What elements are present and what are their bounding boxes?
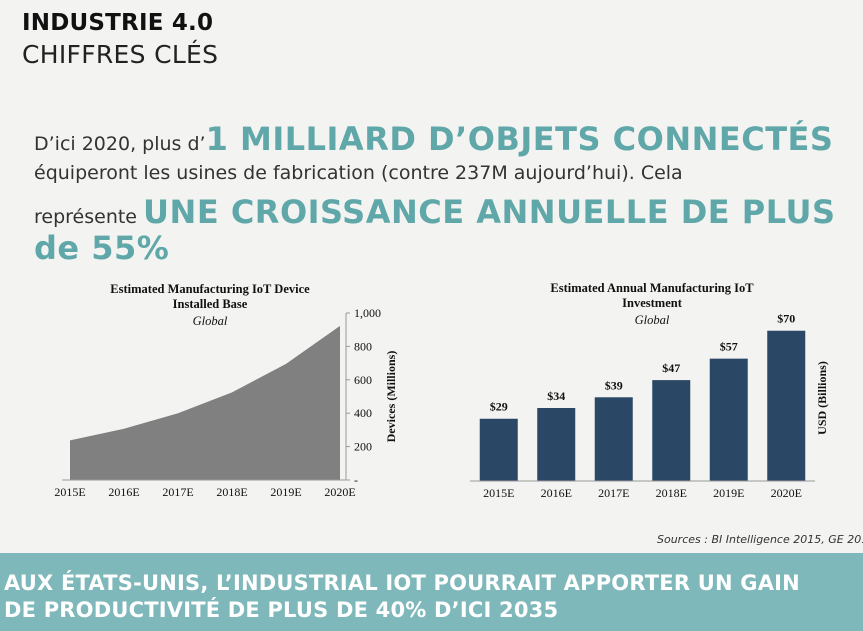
bar-data-label: $47 — [662, 361, 680, 375]
intro-text-3: représente — [34, 206, 144, 228]
bar-chart-title-line-1: Estimated Annual Manufacturing IoT — [550, 281, 754, 295]
area-y-tick-label: 400 — [354, 406, 372, 420]
intro-text-1: D’ici 2020, plus d’ — [34, 133, 206, 155]
area-x-tick-label: 2019E — [270, 485, 301, 499]
bar-chart-subtitle: Global — [634, 313, 670, 327]
bar — [652, 380, 691, 481]
bar-data-label: $39 — [605, 378, 623, 392]
area-x-tick-label: 2017E — [162, 485, 193, 499]
area-x-tick-label: 2020E — [324, 485, 355, 499]
area-y-tick-label: 800 — [354, 339, 372, 353]
bar — [767, 330, 806, 481]
area-y-tick-label: 1,000 — [354, 306, 381, 320]
banner-text: AUX ÉTATS-UNIS, L’INDUSTRIAL IOT POURRAI… — [4, 570, 862, 624]
bar — [537, 408, 576, 481]
bar-y-axis-label: USD (Billions) — [815, 361, 829, 435]
source-note: Sources : BI Intelligence 2015, GE 2014 — [657, 533, 863, 546]
area-y-tick-label: 600 — [354, 373, 372, 387]
area-y-tick-label: 200 — [354, 440, 372, 454]
bar-data-label: $70 — [777, 312, 795, 326]
intro-line-2: équiperont les usines de fabrication (co… — [34, 162, 683, 184]
area-chart-subtitle: Global — [192, 314, 228, 328]
bar-chart-title: Estimated Annual Manufacturing IoT Inves… — [502, 281, 802, 311]
page-subtitle: CHIFFRES CLÉS — [22, 40, 219, 69]
bar — [594, 397, 633, 481]
bar-x-tick-label: 2016E — [541, 486, 572, 500]
area-series — [70, 325, 340, 480]
bar-x-tick-label: 2018E — [656, 486, 687, 500]
bar-data-label: $29 — [490, 400, 508, 414]
banner-line-1: AUX ÉTATS-UNIS, L’INDUSTRIAL IOT POURRAI… — [4, 571, 800, 595]
bar-x-tick-label: 2020E — [771, 486, 802, 500]
intro-highlight-3: de 55% — [34, 229, 170, 267]
bar-x-tick-label: 2015E — [483, 486, 514, 500]
banner-line-2: DE PRODUCTIVITÉ DE PLUS DE 40% D’ICI 203… — [4, 598, 559, 622]
intro-highlight-2: UNE CROISSANCE ANNUELLE DE PLUS — [143, 193, 836, 231]
bar-x-tick-label: 2017E — [598, 486, 629, 500]
area-x-tick-label: 2016E — [108, 485, 139, 499]
bar-data-label: $57 — [720, 340, 738, 354]
area-y-tick-label: - — [354, 473, 358, 487]
bar — [479, 418, 518, 481]
intro-line-1: D’ici 2020, plus d’1 MILLIARD D’OBJETS C… — [34, 120, 833, 158]
area-chart-title: Estimated Manufacturing IoT Device Insta… — [60, 282, 360, 312]
page-title: INDUSTRIE 4.0 — [22, 10, 214, 36]
intro-line-3: représente UNE CROISSANCE ANNUELLE DE PL… — [34, 193, 835, 231]
bar-x-tick-label: 2019E — [713, 486, 744, 500]
bar — [709, 358, 748, 481]
bar-data-label: $34 — [547, 389, 565, 403]
bottom-banner — [0, 553, 863, 631]
area-x-tick-label: 2018E — [216, 485, 247, 499]
intro-line-4: de 55% — [34, 229, 169, 267]
area-y-axis-label: Devices (Millions) — [384, 351, 398, 443]
area-chart-title-line-2: Installed Base — [172, 297, 248, 311]
area-chart-title-line-1: Estimated Manufacturing IoT Device — [110, 282, 310, 296]
bar-chart-title-line-2: Investment — [622, 296, 682, 310]
area-x-tick-label: 2015E — [54, 485, 85, 499]
intro-highlight-1: 1 MILLIARD D’OBJETS CONNECTÉS — [205, 120, 834, 158]
